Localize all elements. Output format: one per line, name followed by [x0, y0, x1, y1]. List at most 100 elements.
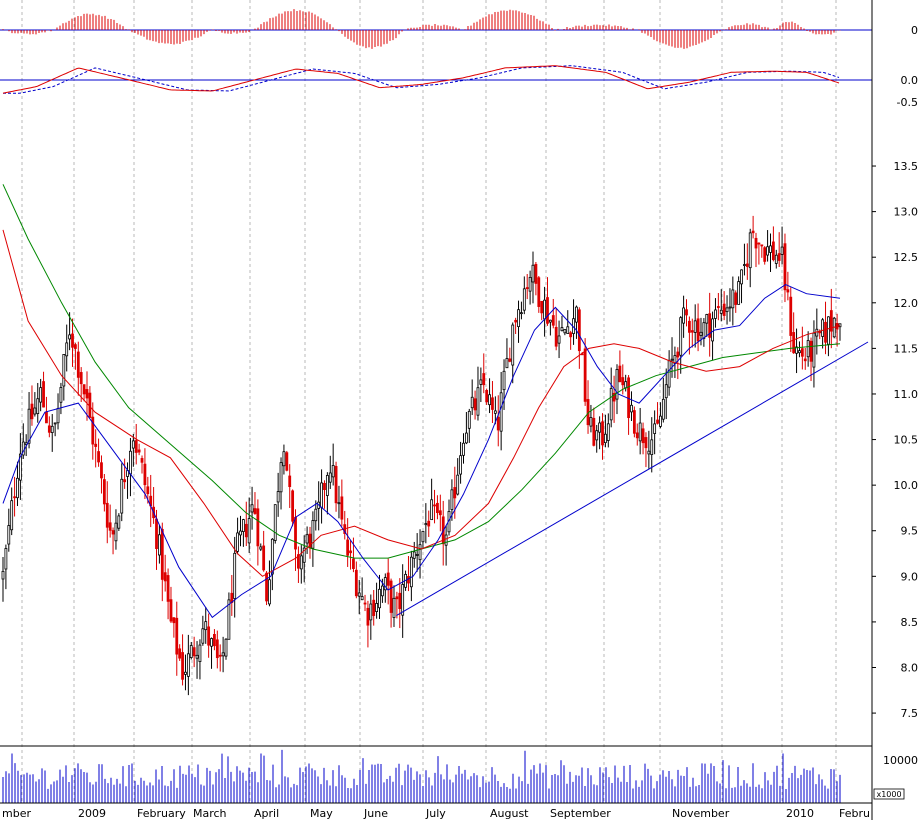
candle-body	[433, 504, 436, 507]
candle-body	[606, 423, 610, 441]
candle-body	[699, 331, 703, 336]
candle-body	[702, 322, 706, 339]
candle-body	[4, 548, 8, 570]
candle-body	[146, 486, 150, 495]
candle-body	[534, 263, 538, 284]
candle-body	[543, 299, 546, 320]
candle-body	[464, 432, 468, 444]
month-label: 2010	[786, 807, 814, 820]
candle-body	[213, 634, 216, 647]
moving-average-mid-line	[2, 229, 841, 577]
candle-body	[68, 334, 72, 340]
volume-panel	[2, 749, 841, 803]
candle-body	[569, 332, 573, 338]
candle-body	[302, 547, 306, 563]
candle-body	[195, 654, 199, 659]
candle-body	[383, 577, 387, 591]
candle-body	[45, 411, 48, 424]
candle-body	[418, 544, 422, 561]
price-tick-label: 8.0	[901, 662, 919, 675]
axes	[0, 0, 873, 820]
macd-histogram	[0, 9, 872, 49]
candle-body	[288, 475, 292, 488]
volume-unit-label: x1000	[876, 790, 901, 799]
candle-body	[575, 306, 578, 323]
candle-body	[659, 415, 662, 427]
candle-body	[218, 654, 222, 657]
candle-body	[630, 404, 633, 413]
macd-hist-tick-label: 0	[911, 24, 918, 37]
candle-body	[305, 534, 309, 544]
candle-body	[227, 599, 231, 640]
candle-body	[250, 504, 254, 513]
candle-body	[108, 522, 112, 531]
volume-unit-box	[873, 788, 905, 800]
price-tick-label: 11.0	[894, 388, 919, 401]
candle-body	[502, 370, 506, 391]
candle-body	[771, 241, 775, 261]
month-label: 2009	[78, 807, 106, 820]
candle-body	[56, 408, 60, 424]
price-tick-label: 8.5	[901, 616, 919, 629]
candle-body	[268, 579, 271, 605]
month-label: September	[550, 807, 611, 820]
candle-body	[774, 254, 778, 264]
candle-body	[140, 458, 144, 463]
candle-body	[16, 477, 19, 499]
candle-body	[143, 463, 147, 486]
candle-body	[716, 306, 720, 308]
candle-body	[708, 313, 712, 338]
candle-body	[722, 303, 726, 316]
volume-tick-label: 10000	[883, 754, 918, 767]
candle-body	[438, 510, 442, 516]
price-tick-label: 12.5	[894, 251, 919, 264]
candle-body	[453, 487, 457, 499]
candle-body	[102, 479, 106, 505]
candle-body	[299, 555, 303, 570]
candle-body	[53, 422, 57, 425]
candle-body	[745, 263, 749, 267]
candle-body	[719, 309, 723, 314]
candle-body	[155, 518, 158, 549]
candle-body	[812, 332, 816, 368]
candle-body	[821, 319, 825, 337]
candle-body	[621, 377, 625, 386]
candle-body	[36, 398, 40, 414]
candle-body	[282, 451, 286, 467]
month-label: mber	[2, 807, 31, 820]
candle-body	[398, 592, 402, 610]
candle-body	[459, 455, 462, 475]
price-tick-label: 13.0	[894, 206, 919, 219]
candle-body	[10, 500, 14, 531]
candle-body	[583, 348, 587, 402]
candle-body	[641, 428, 645, 444]
candle-body	[635, 432, 639, 439]
month-label: June	[363, 807, 388, 820]
candle-body	[114, 522, 118, 542]
candle-body	[748, 232, 752, 269]
candle-body	[803, 358, 807, 362]
candle-body	[27, 408, 31, 444]
month-label: March	[193, 807, 227, 820]
macd-lines	[0, 65, 872, 94]
candle-body	[337, 502, 341, 505]
candle-body	[163, 572, 167, 582]
candle-body	[201, 628, 205, 644]
candle-body	[30, 403, 34, 420]
candle-body	[650, 439, 654, 456]
candle-body	[129, 450, 132, 475]
candle-body	[609, 388, 613, 421]
candle-body	[548, 319, 552, 323]
candle-body	[262, 545, 266, 571]
candle-body	[389, 580, 393, 613]
candle-body	[798, 350, 801, 354]
candle-body	[624, 381, 628, 389]
candle-body	[511, 324, 515, 366]
moving-average-short-line	[2, 284, 841, 619]
candle-body	[424, 523, 428, 526]
candle-body	[100, 462, 103, 479]
candle-body	[412, 551, 416, 559]
candle-body	[754, 237, 758, 249]
candle-body	[253, 508, 257, 514]
